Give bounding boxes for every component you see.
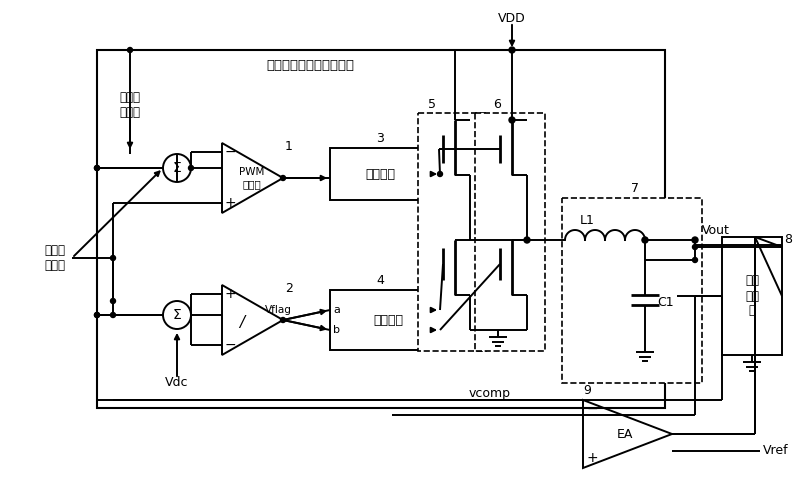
Text: Vref: Vref	[763, 444, 789, 458]
Text: Σ: Σ	[173, 161, 182, 175]
Text: 电流采
样信号: 电流采 样信号	[119, 91, 141, 119]
Circle shape	[509, 47, 515, 53]
Text: PWM
比较器: PWM 比较器	[239, 167, 265, 189]
Text: 5: 5	[428, 98, 436, 110]
Text: 反馈
网络
络: 反馈 网络 络	[745, 274, 759, 318]
Circle shape	[281, 175, 286, 181]
Text: −: −	[225, 145, 237, 159]
Bar	[97, 50, 665, 408]
Bar	[418, 113, 486, 351]
Bar	[330, 148, 430, 200]
Circle shape	[467, 237, 473, 243]
Circle shape	[692, 237, 698, 243]
Bar	[475, 113, 545, 351]
Circle shape	[642, 237, 648, 243]
Text: 功率管工作尺寸调节电路: 功率管工作尺寸调节电路	[266, 58, 354, 72]
Text: 1: 1	[285, 140, 293, 154]
Text: −: −	[225, 338, 237, 352]
Text: vcomp: vcomp	[469, 386, 511, 400]
Text: 驱动电路: 驱动电路	[365, 167, 395, 181]
Circle shape	[94, 165, 99, 170]
Text: Vflag: Vflag	[265, 305, 291, 315]
Circle shape	[94, 165, 99, 170]
Text: 9: 9	[583, 384, 591, 398]
Text: 驱动电路: 驱动电路	[373, 313, 403, 327]
Circle shape	[189, 165, 194, 170]
Bar	[562, 198, 702, 383]
Text: b: b	[333, 325, 340, 335]
Circle shape	[509, 117, 515, 123]
Circle shape	[110, 299, 115, 303]
Circle shape	[693, 257, 698, 263]
Text: Σ: Σ	[173, 308, 182, 322]
Circle shape	[110, 312, 115, 318]
Text: 7: 7	[631, 182, 639, 194]
Text: VDD: VDD	[498, 11, 526, 25]
Bar	[722, 237, 782, 355]
Text: +: +	[225, 196, 237, 210]
Text: 4: 4	[376, 274, 384, 288]
Text: 8: 8	[784, 233, 792, 246]
Text: a: a	[333, 305, 340, 315]
Circle shape	[642, 238, 647, 243]
Text: C1: C1	[657, 296, 674, 308]
Text: 3: 3	[376, 133, 384, 145]
Circle shape	[524, 237, 530, 243]
Bar	[330, 290, 430, 350]
Text: /: /	[239, 315, 249, 329]
Text: L1: L1	[580, 214, 595, 226]
Circle shape	[94, 312, 99, 318]
Text: Vdc: Vdc	[166, 377, 189, 389]
Text: +: +	[225, 287, 237, 301]
Circle shape	[110, 255, 115, 261]
Text: 斜坡补
偿信号: 斜坡补 偿信号	[45, 244, 66, 272]
Circle shape	[94, 312, 99, 318]
Text: EA: EA	[616, 428, 633, 440]
Circle shape	[438, 171, 442, 176]
Text: 6: 6	[493, 98, 501, 110]
Circle shape	[127, 48, 133, 53]
Circle shape	[524, 237, 530, 243]
Text: 2: 2	[285, 282, 293, 296]
Text: −: −	[587, 402, 598, 416]
Circle shape	[495, 327, 501, 333]
Text: +: +	[587, 451, 598, 465]
Text: Vout: Vout	[702, 223, 730, 237]
Circle shape	[281, 318, 286, 323]
Circle shape	[693, 245, 698, 249]
